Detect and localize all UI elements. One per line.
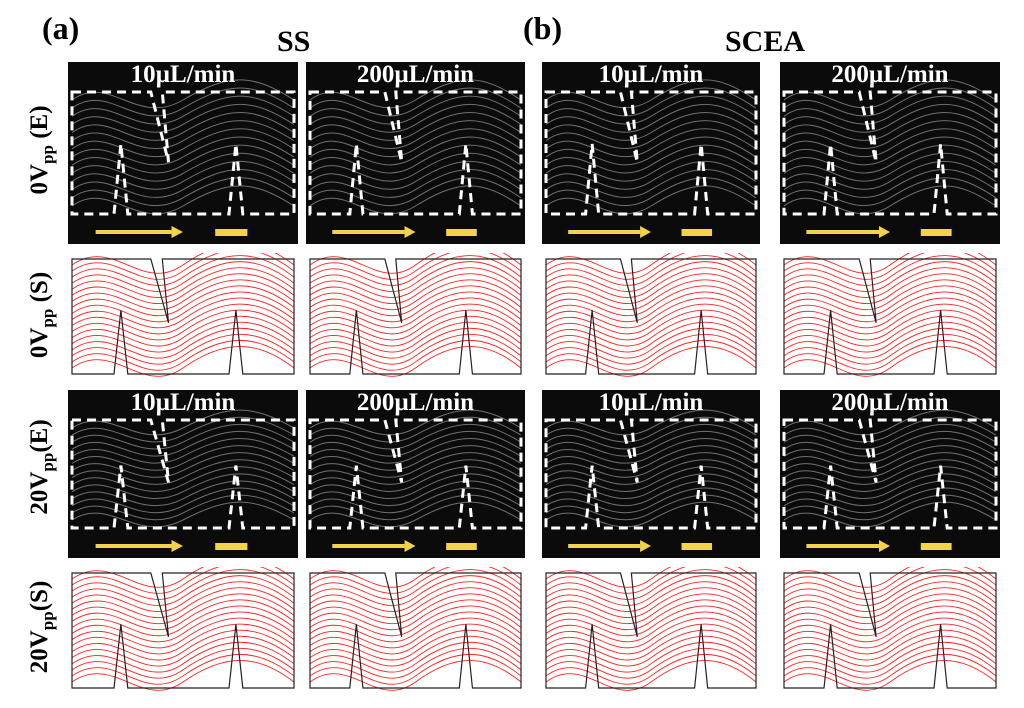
flow-rate-label: 200µL/min <box>831 390 949 416</box>
simulation-streamlines <box>306 253 525 380</box>
experiment-image: 10µL/min <box>68 62 298 244</box>
simulation-streamlines <box>780 253 1000 380</box>
experiment-image: 200µL/min <box>780 62 1000 244</box>
flow-rate-label: 200µL/min <box>831 62 949 88</box>
flow-rate-label: 200µL/min <box>356 390 475 416</box>
flow-rate-label: 10µL/min <box>598 390 704 416</box>
experiment-image: 10µL/min <box>542 62 760 244</box>
simulation-streamlines <box>542 567 760 694</box>
group-label-ss: SS <box>277 25 311 58</box>
experiment-image: 10µL/min <box>542 390 760 558</box>
simulation-streamlines <box>68 253 298 380</box>
experiment-image: 200µL/min <box>780 390 1000 558</box>
simulation-streamlines <box>306 567 525 694</box>
experiment-image: 200µL/min <box>306 62 525 244</box>
simulation-streamlines <box>542 253 760 380</box>
flow-rate-label: 200µL/min <box>356 62 475 88</box>
panel-label-a: (a) <box>42 10 80 46</box>
group-label-scea: SCEA <box>725 25 806 58</box>
simulation-streamlines <box>68 567 298 694</box>
flow-rate-label: 10µL/min <box>130 390 236 416</box>
flow-rate-label: 10µL/min <box>598 62 704 88</box>
experiment-image: 10µL/min <box>68 390 298 558</box>
panel-label-b: (b) <box>523 10 563 46</box>
simulation-streamlines <box>780 567 1000 694</box>
flow-rate-label: 10µL/min <box>130 62 236 88</box>
experiment-image: 200µL/min <box>306 390 525 558</box>
